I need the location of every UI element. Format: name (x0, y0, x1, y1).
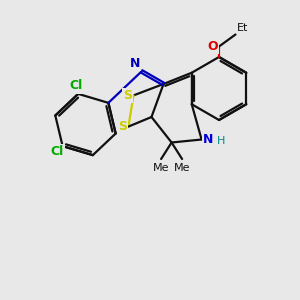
Text: Me: Me (174, 163, 190, 172)
Text: S: S (123, 89, 132, 102)
Text: Et: Et (237, 23, 248, 33)
Text: Cl: Cl (50, 146, 63, 158)
Text: S: S (118, 120, 127, 133)
Text: Me: Me (153, 163, 169, 172)
Text: Cl: Cl (70, 79, 83, 92)
Text: H: H (217, 136, 225, 146)
Text: N: N (203, 133, 214, 146)
Text: N: N (130, 57, 140, 70)
Text: O: O (207, 40, 217, 53)
